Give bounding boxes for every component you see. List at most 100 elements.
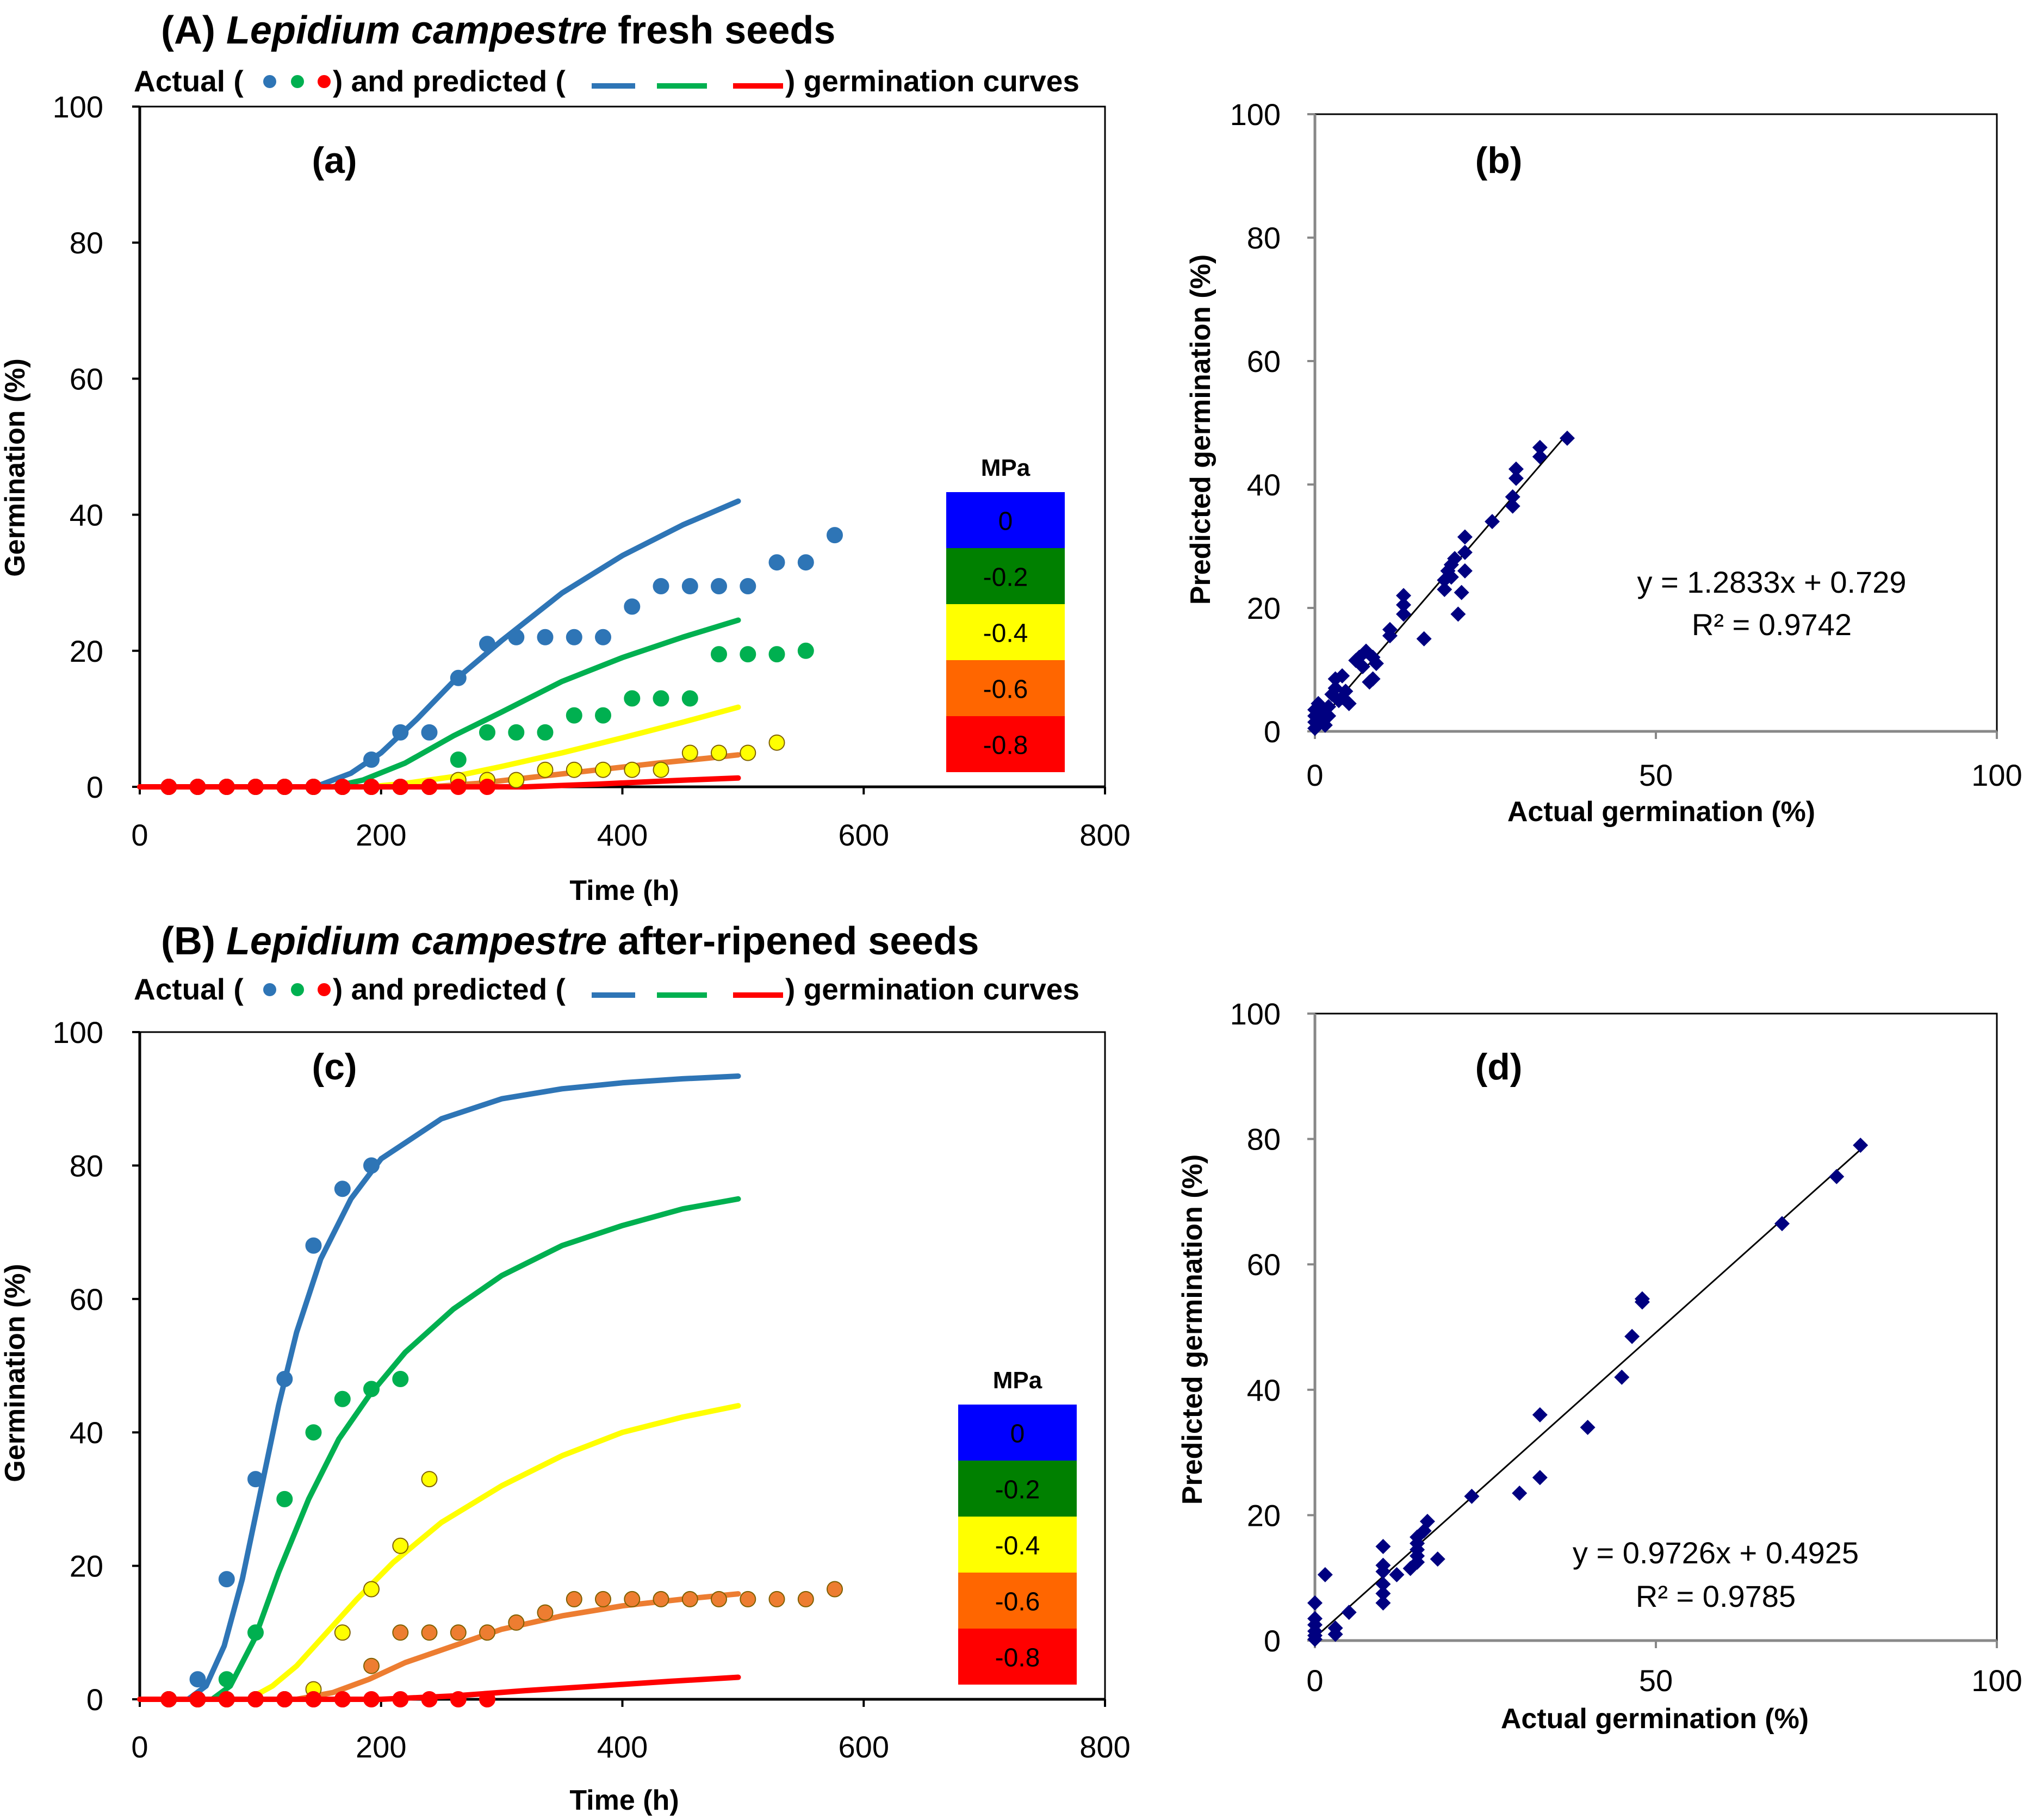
- observed-point--0.8: [189, 1691, 206, 1707]
- x-tick-label: 0: [1306, 1663, 1323, 1698]
- observed-point--0.8: [392, 779, 409, 795]
- panel-label: (d): [1475, 1046, 1523, 1088]
- legend-curves-label: ) germination curves: [785, 972, 1079, 1006]
- observed-point--0.2: [711, 646, 727, 663]
- x-tick-label: 200: [356, 1730, 406, 1764]
- mpa-legend-title: MPa: [993, 1367, 1042, 1394]
- scatter-point: [1375, 1595, 1391, 1611]
- scatter-point: [1396, 597, 1412, 613]
- observed-point--0.8: [305, 779, 322, 795]
- r-squared: R² = 0.9742: [1692, 607, 1852, 642]
- observed-point--0.2: [479, 724, 495, 741]
- observed-point--0.2: [450, 751, 467, 768]
- y-tick-label: 20: [1247, 1498, 1281, 1532]
- observed-point--0.4: [421, 1471, 438, 1488]
- observed-point--0.6: [797, 1591, 814, 1607]
- observed-point--0.6: [566, 1591, 582, 1607]
- observed-point--0.8: [276, 779, 293, 795]
- x-tick-label: 0: [131, 1730, 148, 1764]
- observed-point--0.8: [160, 1691, 177, 1707]
- scatter-point: [1829, 1169, 1845, 1184]
- x-axis-label: Time (h): [569, 875, 679, 906]
- observed-point--0.2: [681, 690, 698, 707]
- observed-point-0: [305, 1237, 322, 1254]
- mpa-legend-title: MPa: [981, 455, 1031, 481]
- panel-label: (b): [1475, 140, 1523, 181]
- mpa-legend-label: -0.2: [983, 563, 1028, 592]
- scatter-point: [1396, 588, 1412, 604]
- chart-b: 0 20 40 60 80 100 0 50 100 Actual germination (%)…: [1185, 97, 2022, 828]
- y-tick-label: 60: [70, 362, 103, 396]
- observed-point--0.4: [363, 1581, 380, 1598]
- observed-point-0: [334, 1181, 351, 1197]
- y-tick-label: 60: [70, 1282, 103, 1316]
- observed-point-0: [421, 724, 438, 741]
- scatter-point: [1338, 684, 1354, 699]
- y-tick-label: 80: [70, 1148, 103, 1183]
- observed-point--0.8: [363, 1691, 380, 1707]
- observed-point--0.6: [392, 1624, 409, 1641]
- predicted-curve-0: [137, 1073, 741, 1702]
- x-tick-label: 400: [597, 818, 648, 852]
- observed-point-0: [537, 629, 554, 645]
- mpa-legend-swatch: [958, 1573, 1077, 1629]
- observed-point--0.4: [334, 1624, 351, 1641]
- mpa-legend-swatch: [946, 548, 1065, 604]
- observed-point--0.6: [450, 1624, 467, 1641]
- observed-point--0.2: [740, 646, 756, 663]
- observed-point-0: [566, 629, 582, 645]
- observed-point--0.4: [768, 734, 785, 751]
- mpa-legend-label: 0: [998, 507, 1013, 536]
- observed-point-0: [363, 1157, 380, 1174]
- observed-point-0: [218, 1571, 235, 1588]
- scatter-point: [1450, 606, 1466, 622]
- scatter-point: [1457, 544, 1473, 560]
- scatter-point: [1341, 1605, 1357, 1620]
- mpa-legend-swatch: [946, 604, 1065, 660]
- observed-point--0.2: [653, 690, 669, 707]
- x-tick-label: 0: [1306, 758, 1323, 792]
- x-axis-label: Time (h): [569, 1785, 679, 1816]
- observed-point-0: [595, 629, 611, 645]
- observed-point--0.8: [218, 779, 235, 795]
- legend-curves-label: ) germination curves: [785, 64, 1079, 98]
- observed-point--0.6: [653, 1591, 669, 1607]
- observed-point--0.8: [363, 779, 380, 795]
- observed-point-0: [653, 578, 669, 594]
- observed-point--0.6: [363, 1657, 380, 1674]
- observed-point--0.8: [392, 1691, 409, 1707]
- observed-point--0.4: [624, 761, 641, 778]
- mpa-legend-swatch: [958, 1405, 1077, 1461]
- observed-point--0.2: [218, 1671, 235, 1688]
- scatter-point: [1853, 1138, 1869, 1153]
- observed-point-0: [479, 636, 495, 653]
- y-axis-label: Predicted germination (%): [1185, 254, 1216, 605]
- mpa-legend-swatch: [946, 492, 1065, 548]
- scatter-point: [1375, 1576, 1391, 1592]
- observed-point-0: [711, 578, 727, 594]
- scatter-point: [1430, 1551, 1445, 1567]
- observed-point--0.6: [827, 1581, 843, 1598]
- observed-point--0.8: [247, 779, 264, 795]
- scatter-point: [1396, 606, 1412, 622]
- scatter-point: [1416, 631, 1432, 647]
- legend-actual-label: Actual (: [134, 64, 244, 98]
- observed-point--0.4: [740, 744, 756, 761]
- x-tick-label: 0: [131, 818, 148, 852]
- observed-point-0: [392, 724, 409, 741]
- observed-point-0: [681, 578, 698, 594]
- scatter-point: [1365, 671, 1381, 687]
- scatter-point: [1624, 1328, 1640, 1344]
- y-tick-label: 20: [1247, 591, 1281, 625]
- panel-label: (c): [312, 1046, 357, 1088]
- observed-point--0.8: [421, 779, 438, 795]
- x-tick-label: 50: [1639, 758, 1673, 792]
- scatter-point: [1532, 1407, 1548, 1423]
- observed-point--0.2: [247, 1624, 264, 1641]
- y-tick-label: 0: [86, 770, 103, 804]
- observed-point--0.6: [681, 1591, 698, 1607]
- observed-point--0.4: [508, 772, 525, 788]
- mpa-legend-swatch: [958, 1461, 1077, 1517]
- y-tick-label: 60: [1247, 344, 1281, 378]
- regression-equation: y = 0.9726x + 0.4925: [1573, 1536, 1859, 1570]
